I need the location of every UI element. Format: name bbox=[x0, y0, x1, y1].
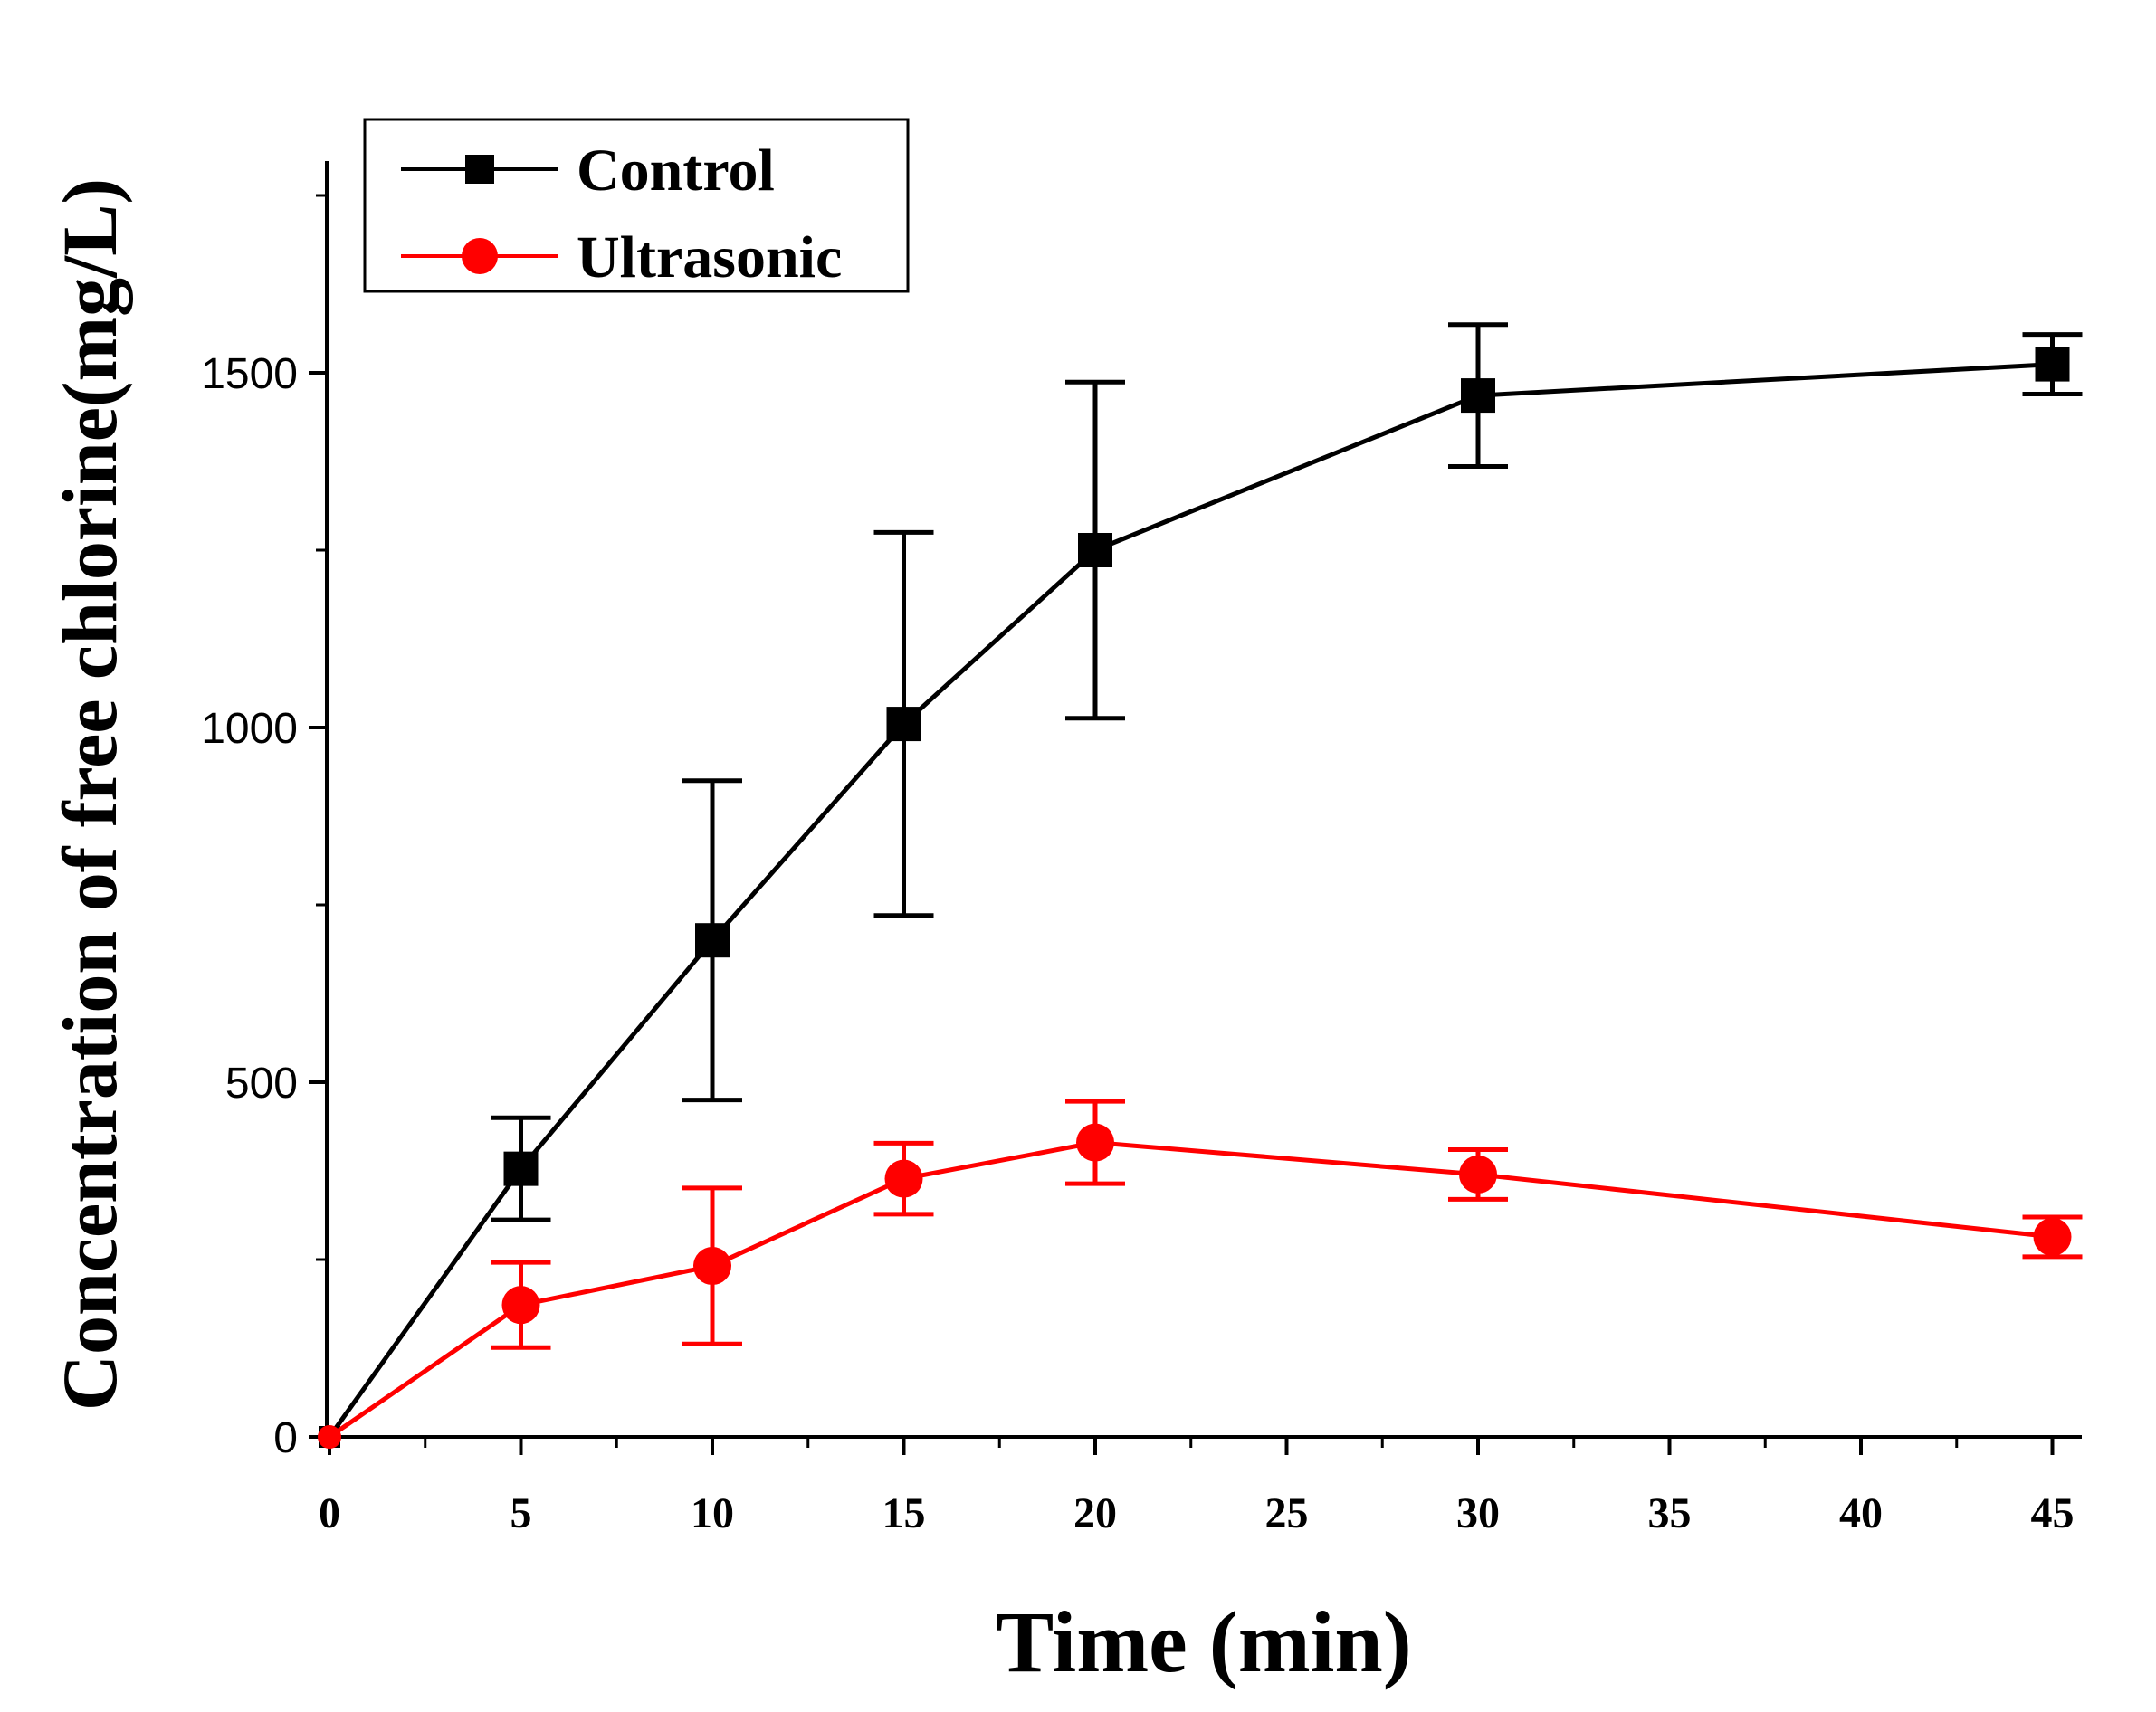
y-tick-label: 500 bbox=[225, 1060, 298, 1108]
legend-entry-ultrasonic: Ultrasonic bbox=[401, 224, 842, 290]
x-tick-label: 35 bbox=[1648, 1489, 1692, 1537]
plot-area bbox=[318, 322, 2083, 1449]
y-tick-label: 0 bbox=[273, 1414, 298, 1462]
data-point-control bbox=[1078, 533, 1112, 567]
x-tick-label: 20 bbox=[1073, 1489, 1117, 1537]
x-tick-label: 5 bbox=[510, 1489, 532, 1537]
data-point-control bbox=[886, 707, 921, 742]
y-axis-title: Concentration of free chlorine(mg/L) bbox=[46, 178, 133, 1411]
x-tick-label: 45 bbox=[2031, 1489, 2075, 1537]
legend-marker-ultrasonic bbox=[462, 238, 498, 274]
data-point-ultrasonic bbox=[318, 1425, 341, 1449]
legend-entry-control: Control bbox=[401, 138, 775, 204]
x-axis-ticks: 0 5 10 15 20 25 30 35 40 45 bbox=[319, 1437, 2075, 1537]
x-tick-label: 0 bbox=[319, 1489, 340, 1537]
y-tick-label: 1500 bbox=[201, 350, 298, 398]
x-axis-title: Time (min) bbox=[996, 1593, 1412, 1690]
y-axis-ticks: 0 500 1000 1500 bbox=[201, 194, 327, 1462]
x-tick-label: 10 bbox=[691, 1489, 734, 1537]
data-point-ultrasonic bbox=[1076, 1123, 1114, 1162]
data-point-ultrasonic bbox=[2033, 1217, 2072, 1256]
data-point-control bbox=[695, 923, 730, 958]
data-point-control bbox=[1461, 378, 1495, 414]
data-point-control bbox=[2035, 347, 2070, 382]
data-point-ultrasonic bbox=[693, 1247, 731, 1286]
data-point-control bbox=[503, 1151, 539, 1186]
x-tick-label: 40 bbox=[1839, 1489, 1883, 1537]
data-point-ultrasonic bbox=[1459, 1155, 1497, 1194]
x-tick-label: 30 bbox=[1456, 1489, 1500, 1537]
legend-marker-control bbox=[465, 155, 494, 184]
series-control bbox=[319, 322, 2083, 1448]
legend-label-control: Control bbox=[577, 138, 775, 204]
legend-label-ultrasonic: Ultrasonic bbox=[577, 224, 842, 290]
data-point-ultrasonic bbox=[884, 1159, 923, 1198]
legend-box bbox=[363, 118, 910, 293]
series-ultrasonic bbox=[318, 1099, 2083, 1449]
y-tick-label: 1000 bbox=[201, 705, 298, 753]
legend: Control Ultrasonic bbox=[363, 118, 910, 293]
data-point-ultrasonic bbox=[501, 1286, 540, 1325]
x-tick-label: 15 bbox=[882, 1489, 926, 1537]
x-tick-label: 25 bbox=[1265, 1489, 1309, 1537]
